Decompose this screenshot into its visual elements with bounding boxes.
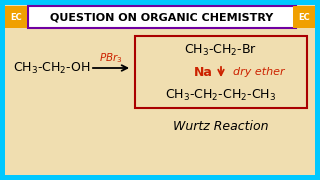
Bar (28, 6, 296, 28)
Text: CH$_3$-CH$_2$-Br: CH$_3$-CH$_2$-Br (184, 42, 258, 58)
Text: dry ether: dry ether (233, 67, 285, 77)
Bar (135, 36, 307, 108)
Bar (5, 6, 27, 28)
Text: EC: EC (298, 12, 310, 21)
Text: EC: EC (10, 12, 22, 21)
Text: QUESTION ON ORGANIC CHEMISTRY: QUESTION ON ORGANIC CHEMISTRY (50, 12, 274, 22)
Bar (293, 6, 315, 28)
Text: CH$_3$-CH$_2$-CH$_2$-CH$_3$: CH$_3$-CH$_2$-CH$_2$-CH$_3$ (165, 87, 276, 103)
Text: PBr$_3$: PBr$_3$ (99, 51, 123, 65)
Text: CH$_3$-CH$_2$-OH: CH$_3$-CH$_2$-OH (13, 60, 91, 76)
Text: Wurtz Reaction: Wurtz Reaction (173, 120, 269, 132)
Text: Na: Na (194, 66, 212, 78)
